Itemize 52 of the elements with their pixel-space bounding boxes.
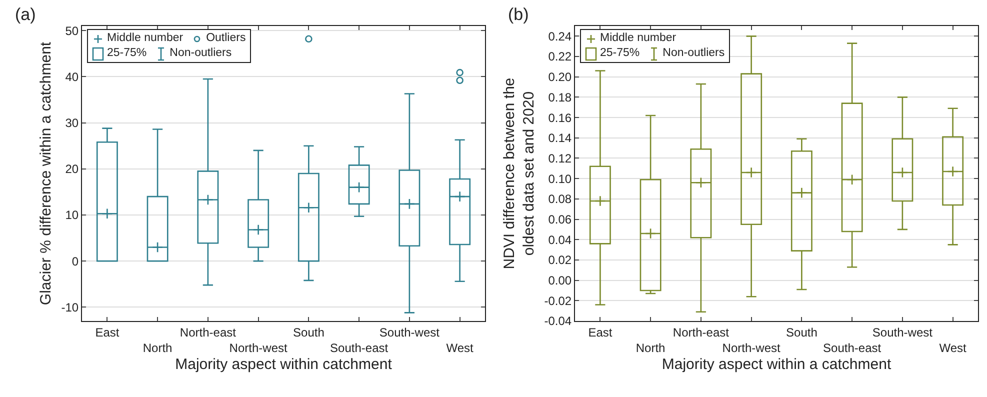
- x-axis-title: Majority aspect within a catchment: [662, 356, 892, 373]
- x-tick-label: North: [142, 341, 172, 355]
- x-tick-label: North: [636, 341, 666, 355]
- x-tick-label: East: [588, 325, 613, 340]
- annotation: Outliers: [206, 31, 246, 46]
- y-tick-label: 10: [65, 208, 79, 222]
- y-tick-label: 30: [65, 116, 79, 130]
- x-tick-label: South: [293, 325, 324, 340]
- annotation: Non-outliers: [170, 46, 232, 61]
- y-tick-label: 0.08: [548, 192, 572, 206]
- y-tick-label: 0.14: [548, 131, 572, 146]
- y-tick-label: 50: [65, 24, 79, 38]
- y-tick-label: 0.04: [548, 232, 572, 247]
- annotation: Middle number: [600, 31, 676, 46]
- x-tick-label: West: [446, 341, 474, 355]
- x-tick-label: North-east: [672, 325, 730, 340]
- y-tick-label: 0.18: [548, 90, 572, 104]
- y-tick-label: 0.16: [548, 110, 572, 125]
- y-tick-label: 0.06: [548, 212, 572, 226]
- annotation: 25-75%: [600, 46, 640, 61]
- y-tick-label: -0.04: [544, 314, 572, 328]
- x-tick-label: North-east: [180, 325, 237, 340]
- y-axis-title: Glacier % difference within a catchment: [38, 41, 55, 306]
- x-tick-label: South-west: [379, 325, 440, 340]
- annotation: Non-outliers: [662, 46, 725, 61]
- y-tick-label: 0.20: [548, 70, 572, 84]
- annotation: 25-75%: [107, 46, 147, 61]
- y-tick-label: 0.02: [548, 253, 572, 268]
- chart-title: (a): [15, 5, 36, 24]
- x-tick-label: South-east: [823, 341, 882, 355]
- y-tick-label: 0.24: [548, 29, 572, 44]
- x-tick-label: South-west: [872, 325, 934, 340]
- y-tick-label: -10: [61, 300, 79, 314]
- y-tick-label: 0.22: [548, 50, 572, 64]
- x-tick-label: West: [939, 341, 968, 355]
- y-tick-label: 0: [72, 254, 79, 268]
- x-tick-label: East: [95, 325, 120, 340]
- x-axis-title: Majority aspect within catchment: [175, 356, 393, 373]
- x-tick-label: South-east: [330, 341, 389, 355]
- x-tick-label: South: [786, 325, 818, 340]
- y-tick-label: 0.12: [548, 151, 572, 166]
- annotation: Middle number: [107, 31, 184, 46]
- y-tick-label: -0.02: [544, 294, 572, 308]
- x-tick-label: North-west: [229, 341, 288, 355]
- y-tick-label: 20: [65, 162, 79, 176]
- y-tick-label: 0.10: [548, 172, 572, 186]
- chart-title: (b): [508, 5, 529, 24]
- y-tick-label: 0.00: [548, 274, 572, 288]
- y-axis-title: NDVI difference between the oldest data set and 2020: [500, 78, 538, 270]
- y-tick-label: 40: [65, 70, 79, 84]
- x-tick-label: North-west: [722, 341, 781, 355]
- key-box: Middle number 25-75% Non-outliers: [580, 29, 730, 63]
